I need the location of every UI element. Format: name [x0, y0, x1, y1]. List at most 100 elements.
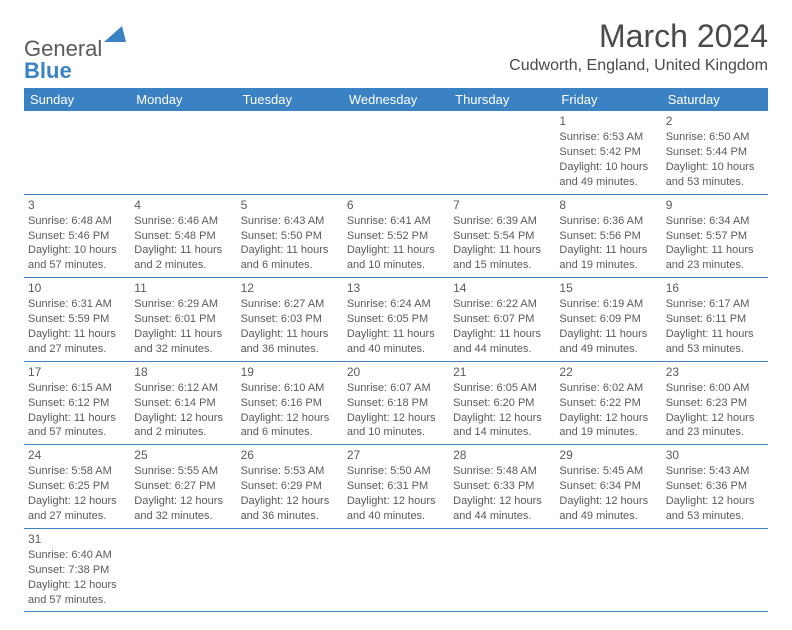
- sunset-text: Sunset: 6:05 PM: [347, 312, 445, 327]
- day-header: Sunday: [24, 88, 130, 111]
- sunset-text: Sunset: 5:59 PM: [28, 312, 126, 327]
- calendar-day-cell: 5Sunrise: 6:43 AMSunset: 5:50 PMDaylight…: [237, 194, 343, 278]
- day-number: 3: [28, 197, 126, 213]
- daylight-text: Daylight: 11 hours and 32 minutes.: [134, 327, 232, 357]
- brand-text: General Blue: [24, 26, 126, 82]
- daylight-text: Daylight: 11 hours and 36 minutes.: [241, 327, 339, 357]
- sunset-text: Sunset: 6:29 PM: [241, 479, 339, 494]
- calendar-empty-cell: [662, 528, 768, 612]
- daylight-text: Daylight: 12 hours and 36 minutes.: [241, 494, 339, 524]
- day-number: 8: [559, 197, 657, 213]
- sunrise-text: Sunrise: 6:24 AM: [347, 297, 445, 312]
- calendar-empty-cell: [130, 528, 236, 612]
- daylight-text: Daylight: 11 hours and 53 minutes.: [666, 327, 764, 357]
- daylight-text: Daylight: 12 hours and 2 minutes.: [134, 411, 232, 441]
- sunset-text: Sunset: 5:44 PM: [666, 145, 764, 160]
- sunrise-text: Sunrise: 5:45 AM: [559, 464, 657, 479]
- sunrise-text: Sunrise: 6:48 AM: [28, 214, 126, 229]
- calendar-day-cell: 31Sunrise: 6:40 AMSunset: 7:38 PMDayligh…: [24, 528, 130, 612]
- day-number: 24: [28, 447, 126, 463]
- sunset-text: Sunset: 5:52 PM: [347, 229, 445, 244]
- sunrise-text: Sunrise: 6:34 AM: [666, 214, 764, 229]
- sunset-text: Sunset: 5:46 PM: [28, 229, 126, 244]
- day-number: 7: [453, 197, 551, 213]
- calendar-day-cell: 22Sunrise: 6:02 AMSunset: 6:22 PMDayligh…: [555, 361, 661, 445]
- sunset-text: Sunset: 6:34 PM: [559, 479, 657, 494]
- day-number: 15: [559, 280, 657, 296]
- sunrise-text: Sunrise: 5:58 AM: [28, 464, 126, 479]
- sunset-text: Sunset: 6:16 PM: [241, 396, 339, 411]
- calendar-empty-cell: [555, 528, 661, 612]
- sunrise-text: Sunrise: 6:22 AM: [453, 297, 551, 312]
- day-number: 21: [453, 364, 551, 380]
- day-number: 5: [241, 197, 339, 213]
- calendar-day-cell: 16Sunrise: 6:17 AMSunset: 6:11 PMDayligh…: [662, 278, 768, 362]
- calendar-day-cell: 11Sunrise: 6:29 AMSunset: 6:01 PMDayligh…: [130, 278, 236, 362]
- day-number: 30: [666, 447, 764, 463]
- calendar-empty-cell: [237, 111, 343, 194]
- sunrise-text: Sunrise: 6:31 AM: [28, 297, 126, 312]
- daylight-text: Daylight: 12 hours and 19 minutes.: [559, 411, 657, 441]
- daylight-text: Daylight: 11 hours and 57 minutes.: [28, 411, 126, 441]
- daylight-text: Daylight: 11 hours and 19 minutes.: [559, 243, 657, 273]
- sunrise-text: Sunrise: 5:48 AM: [453, 464, 551, 479]
- sunrise-text: Sunrise: 6:12 AM: [134, 381, 232, 396]
- sunset-text: Sunset: 6:18 PM: [347, 396, 445, 411]
- day-number: 4: [134, 197, 232, 213]
- calendar-day-cell: 9Sunrise: 6:34 AMSunset: 5:57 PMDaylight…: [662, 194, 768, 278]
- day-number: 29: [559, 447, 657, 463]
- calendar-day-cell: 29Sunrise: 5:45 AMSunset: 6:34 PMDayligh…: [555, 445, 661, 529]
- sunrise-text: Sunrise: 6:43 AM: [241, 214, 339, 229]
- day-number: 1: [559, 113, 657, 129]
- sunrise-text: Sunrise: 6:07 AM: [347, 381, 445, 396]
- daylight-text: Daylight: 12 hours and 49 minutes.: [559, 494, 657, 524]
- calendar-week-row: 24Sunrise: 5:58 AMSunset: 6:25 PMDayligh…: [24, 445, 768, 529]
- calendar-empty-cell: [24, 111, 130, 194]
- calendar-day-cell: 28Sunrise: 5:48 AMSunset: 6:33 PMDayligh…: [449, 445, 555, 529]
- daylight-text: Daylight: 12 hours and 14 minutes.: [453, 411, 551, 441]
- day-number: 22: [559, 364, 657, 380]
- header: General Blue March 2024 Cudworth, Englan…: [24, 18, 768, 82]
- daylight-text: Daylight: 11 hours and 2 minutes.: [134, 243, 232, 273]
- calendar-day-cell: 6Sunrise: 6:41 AMSunset: 5:52 PMDaylight…: [343, 194, 449, 278]
- day-number: 16: [666, 280, 764, 296]
- calendar-page: General Blue March 2024 Cudworth, Englan…: [0, 0, 792, 630]
- daylight-text: Daylight: 11 hours and 44 minutes.: [453, 327, 551, 357]
- sunset-text: Sunset: 6:31 PM: [347, 479, 445, 494]
- sunrise-text: Sunrise: 6:29 AM: [134, 297, 232, 312]
- day-header: Saturday: [662, 88, 768, 111]
- day-number: 10: [28, 280, 126, 296]
- calendar-day-cell: 26Sunrise: 5:53 AMSunset: 6:29 PMDayligh…: [237, 445, 343, 529]
- calendar-day-cell: 14Sunrise: 6:22 AMSunset: 6:07 PMDayligh…: [449, 278, 555, 362]
- calendar-week-row: 3Sunrise: 6:48 AMSunset: 5:46 PM Daylight…: [24, 194, 768, 278]
- calendar-day-cell: 23Sunrise: 6:00 AMSunset: 6:23 PMDayligh…: [662, 361, 768, 445]
- calendar-day-cell: 15Sunrise: 6:19 AMSunset: 6:09 PMDayligh…: [555, 278, 661, 362]
- sunrise-text: Sunrise: 6:39 AM: [453, 214, 551, 229]
- sunrise-text: Sunrise: 5:53 AM: [241, 464, 339, 479]
- daylight-text: Daylight: 11 hours and 23 minutes.: [666, 243, 764, 273]
- calendar-day-cell: 4Sunrise: 6:46 AMSunset: 5:48 PMDaylight…: [130, 194, 236, 278]
- sunset-text: Sunset: 5:50 PM: [241, 229, 339, 244]
- calendar-day-cell: 25Sunrise: 5:55 AMSunset: 6:27 PMDayligh…: [130, 445, 236, 529]
- calendar-empty-cell: [449, 111, 555, 194]
- day-number: 20: [347, 364, 445, 380]
- daylight-text: Daylight: 11 hours and 27 minutes.: [28, 327, 126, 357]
- calendar-thead: SundayMondayTuesdayWednesdayThursdayFrid…: [24, 88, 768, 111]
- day-number: 19: [241, 364, 339, 380]
- calendar-week-row: 17Sunrise: 6:15 AMSunset: 6:12 PMDayligh…: [24, 361, 768, 445]
- daylight-text: Daylight: 12 hours and 44 minutes.: [453, 494, 551, 524]
- day-header: Wednesday: [343, 88, 449, 111]
- sunset-text: Sunset: 6:33 PM: [453, 479, 551, 494]
- calendar-week-row: 31Sunrise: 6:40 AMSunset: 7:38 PMDayligh…: [24, 528, 768, 612]
- sunset-text: Sunset: 6:12 PM: [28, 396, 126, 411]
- sunrise-text: Sunrise: 6:05 AM: [453, 381, 551, 396]
- calendar-week-row: 1Sunrise: 6:53 AMSunset: 5:42 PMDaylight…: [24, 111, 768, 194]
- day-header-row: SundayMondayTuesdayWednesdayThursdayFrid…: [24, 88, 768, 111]
- sunrise-text: Sunrise: 6:00 AM: [666, 381, 764, 396]
- daylight-text: Daylight: 10 hours and 53 minutes.: [666, 160, 764, 190]
- calendar-body: 1Sunrise: 6:53 AMSunset: 5:42 PMDaylight…: [24, 111, 768, 612]
- location-subtitle: Cudworth, England, United Kingdom: [509, 57, 768, 75]
- sunrise-text: Sunrise: 6:19 AM: [559, 297, 657, 312]
- sunrise-text: Sunrise: 6:40 AM: [28, 548, 126, 563]
- day-number: 13: [347, 280, 445, 296]
